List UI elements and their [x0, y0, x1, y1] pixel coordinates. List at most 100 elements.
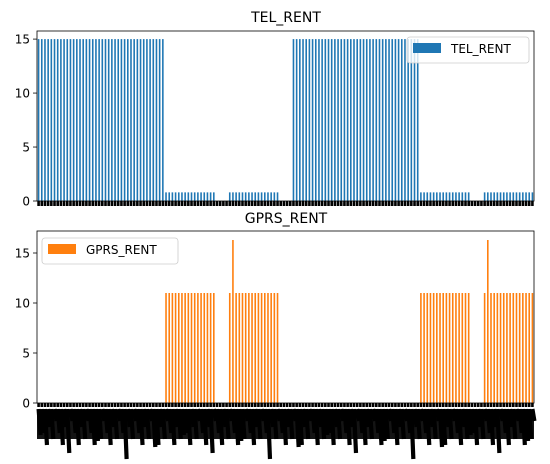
bar [499, 192, 502, 201]
bar [184, 192, 186, 201]
tel-rent-y-axis: 0 5 10 15 [15, 33, 37, 209]
bar [193, 192, 196, 201]
bar [442, 192, 444, 201]
bar [171, 192, 174, 201]
bar [241, 192, 244, 201]
bar [423, 293, 425, 403]
bar [257, 293, 260, 403]
bar [248, 192, 250, 201]
bar [168, 192, 171, 201]
bar [91, 39, 94, 201]
gprs-rent-title: GPRS_RENT [245, 211, 328, 227]
bar [413, 39, 416, 201]
bar [305, 39, 307, 201]
bar [461, 293, 464, 403]
bar [362, 39, 365, 201]
bar [203, 293, 206, 403]
bar [531, 192, 534, 201]
bar [228, 192, 231, 201]
tel-rent-panel: TEL_RENT 0 5 10 15 TEL_RENT [15, 10, 535, 209]
tel-rent-legend-label: TEL_RENT [450, 42, 511, 56]
gprs-rent-legend-label: GPRS_RENT [86, 243, 157, 257]
bar [213, 293, 215, 403]
bar [490, 192, 492, 201]
bar [155, 39, 158, 201]
bar [267, 192, 269, 201]
bar [133, 39, 135, 201]
bar [200, 192, 202, 201]
bar [464, 192, 467, 201]
bar [493, 192, 495, 201]
bar [509, 293, 511, 403]
bar [321, 39, 323, 201]
y-tick-label: 10 [15, 297, 30, 311]
bar [442, 293, 444, 403]
bar [365, 39, 368, 201]
bar [72, 39, 75, 201]
bar [295, 39, 298, 201]
bar [187, 293, 190, 403]
bar [107, 39, 110, 201]
bar [162, 39, 164, 201]
bar [209, 293, 212, 403]
bar [235, 192, 237, 201]
bar [104, 39, 107, 201]
bar [448, 192, 451, 201]
bar [455, 293, 457, 403]
bar [165, 192, 167, 201]
bar [493, 293, 495, 403]
bar [174, 293, 177, 403]
bar [388, 39, 390, 201]
bar [260, 192, 263, 201]
bar [400, 39, 403, 201]
bar [213, 192, 215, 201]
bar [174, 192, 177, 201]
bar [439, 192, 441, 201]
bar [276, 293, 279, 403]
gprs-rent-x-ticks [36, 403, 537, 460]
bar [455, 192, 457, 201]
bar [111, 39, 113, 201]
bar [79, 39, 81, 201]
bar [464, 293, 467, 403]
bar [238, 192, 241, 201]
bar [394, 39, 397, 201]
tel-rent-x-ticks [37, 201, 534, 206]
bar [487, 240, 489, 403]
bar [509, 192, 511, 201]
bar [95, 39, 97, 201]
bar [244, 192, 247, 201]
bar [506, 192, 508, 201]
bar [50, 39, 53, 201]
bar [193, 293, 196, 403]
tel-rent-legend: TEL_RENT [406, 36, 530, 64]
bar [407, 39, 409, 201]
bar [299, 39, 301, 201]
bar [56, 39, 59, 201]
bar [209, 192, 212, 201]
bar [260, 293, 263, 403]
bar [177, 192, 180, 201]
x-tick-label-band [37, 411, 534, 439]
bar [330, 39, 333, 201]
bar [276, 192, 279, 201]
bar [181, 192, 183, 201]
bar [448, 293, 451, 403]
bar [165, 293, 167, 403]
gprs-rent-legend-swatch [48, 244, 76, 254]
bar [308, 39, 311, 201]
bar [359, 39, 362, 201]
bar [235, 293, 237, 403]
bar [63, 39, 65, 201]
bar [451, 293, 454, 403]
bar [350, 39, 352, 201]
bar [273, 293, 276, 403]
bar [515, 192, 518, 201]
bar [483, 192, 486, 201]
bar [98, 39, 100, 201]
bar [327, 39, 330, 201]
gprs-rent-plot-frame [36, 230, 535, 404]
bar [487, 192, 489, 201]
bar [177, 293, 180, 403]
bar [82, 39, 84, 201]
